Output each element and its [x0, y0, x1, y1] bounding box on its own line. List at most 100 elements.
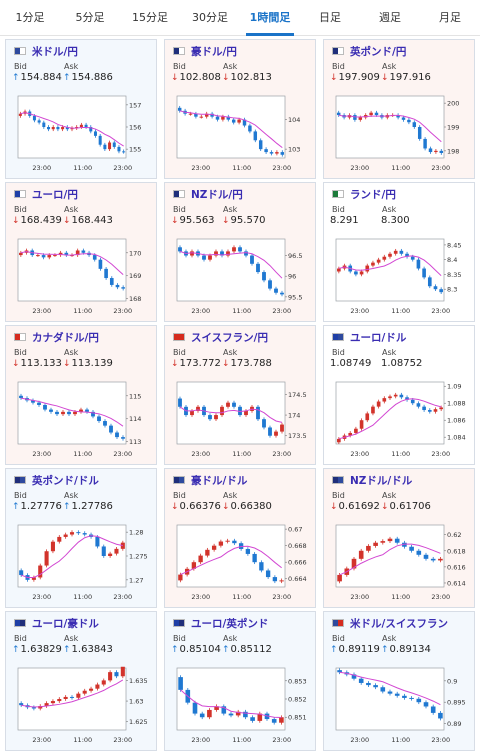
- x-tick-label: 23:00: [350, 164, 369, 172]
- flag-icon: [332, 47, 344, 55]
- tab-0[interactable]: 1分足: [15, 11, 45, 24]
- currency-card[interactable]: カナダドル/円 Bid Ask ↓113.133 ↓113.139 115 114 113 23…: [5, 325, 157, 465]
- tab-3[interactable]: 30分足: [192, 11, 228, 24]
- price-chart[interactable]: 174.5 174 173.5 23:00 11:00 23:00: [173, 378, 311, 460]
- pair-name[interactable]: 豪ドル/ドル: [191, 474, 248, 487]
- bid-label: Bid: [332, 491, 345, 500]
- tab-4[interactable]: 1時間足: [240, 0, 300, 36]
- candle-body: [258, 140, 263, 150]
- x-tick-label: 11:00: [391, 736, 410, 744]
- x-tick-label: 11:00: [391, 164, 410, 172]
- ask-value-text: 1.08752: [381, 358, 423, 369]
- price-chart[interactable]: 0.853 0.852 0.851 23:00 11:00 23:00: [173, 664, 311, 746]
- y-tick-label: 0.9: [447, 677, 457, 685]
- moving-average-line: [338, 398, 442, 440]
- currency-card[interactable]: 米ドル/円 Bid Ask ↑154.884 ↑154.886 157 156 155 23:0…: [5, 39, 157, 179]
- moving-average-line: [20, 112, 124, 147]
- bid-value-text: 0.89119: [338, 644, 380, 655]
- pair-name[interactable]: NZドル/円: [191, 188, 243, 201]
- candle-body: [19, 252, 23, 256]
- currency-card[interactable]: ランド/円 Bid Ask 8.291 8.300 8.45 8.4 8.35 8.3 23:00…: [323, 182, 475, 322]
- pair-name[interactable]: 豪ドル/円: [191, 45, 237, 58]
- pair-name[interactable]: 英ポンド/ドル: [32, 474, 99, 487]
- pair-name[interactable]: ランド/円: [350, 188, 396, 201]
- currency-card[interactable]: ユーロ/ドル Bid Ask 1.08749 1.08752 1.09 1.088 1.086…: [323, 325, 475, 465]
- bid-value-text: 113.133: [20, 358, 62, 369]
- candle-body: [38, 706, 43, 709]
- tab-1[interactable]: 5分足: [75, 11, 105, 24]
- price-chart[interactable]: 1.635 1.63 1.625 23:00 11:00 23:00: [14, 664, 152, 746]
- pair-name[interactable]: ユーロ/ドル: [350, 331, 407, 344]
- candle-body: [49, 409, 53, 412]
- price-chart[interactable]: 0.9 0.895 0.89 23:00 11:00 23:00: [332, 664, 470, 746]
- pair-name[interactable]: スイスフラン/円: [191, 331, 269, 344]
- currency-card[interactable]: スイスフラン/円 Bid Ask ↓173.772 ↓173.788 174.5 174 17…: [164, 325, 316, 465]
- price-chart[interactable]: 104 103 23:00 11:00 23:00: [173, 92, 311, 174]
- currency-card[interactable]: ユーロ/豪ドル Bid Ask ↑1.63829 ↑1.63843 1.635 1.63 1.…: [5, 611, 157, 751]
- bid-label: Bid: [332, 205, 345, 214]
- bid-value: ↓0.66376: [171, 501, 221, 512]
- currency-card[interactable]: 米ドル/スイスフラン Bid Ask ↑0.89119 ↑0.89134 0.9 0.895…: [323, 611, 475, 751]
- currency-card[interactable]: ユーロ/円 Bid Ask ↓168.439 ↓168.443 170 169 168 23:0…: [5, 182, 157, 322]
- price-chart[interactable]: 170 169 168 23:00 11:00 23:00: [14, 235, 152, 317]
- arrow-up-icon: ↑: [171, 645, 179, 655]
- candle-body: [44, 551, 49, 566]
- pair-name[interactable]: 米ドル/円: [32, 45, 78, 58]
- flag-icon: [332, 333, 344, 341]
- tab-5[interactable]: 日足: [319, 11, 341, 24]
- pair-name[interactable]: ユーロ/豪ドル: [32, 617, 99, 630]
- candlestick-chart: 1.09 1.088 1.086 1.084 23:00 11:00 23:00: [335, 381, 466, 458]
- candle-body: [376, 259, 381, 263]
- tab-6[interactable]: 週足: [379, 11, 401, 24]
- bid-label: Bid: [173, 205, 186, 214]
- arrow-down-icon: ↓: [381, 73, 389, 83]
- tab-7[interactable]: 月足: [439, 11, 461, 24]
- price-chart[interactable]: 157 156 155 23:00 11:00 23:00: [14, 92, 152, 174]
- candle-body: [434, 150, 438, 153]
- bid-label: Bid: [332, 62, 345, 71]
- currency-card[interactable]: ユーロ/英ポンド Bid Ask ↑0.85104 ↑0.85112 0.853 0.852…: [164, 611, 316, 751]
- pair-name[interactable]: ユーロ/円: [32, 188, 78, 201]
- price-chart[interactable]: 1.28 1.275 1.27 23:00 11:00 23:00: [14, 521, 152, 603]
- tab-2[interactable]: 15分足: [132, 11, 168, 24]
- ask-value: ↓0.66380: [222, 501, 272, 512]
- timeframe-tabs: 1分足 5分足 15分足 30分足 1時間足 日足 週足 月足: [0, 0, 480, 36]
- candle-body: [196, 406, 200, 411]
- bid-value-text: 168.439: [20, 215, 62, 226]
- pair-name[interactable]: ユーロ/英ポンド: [191, 617, 269, 630]
- candle-body: [416, 403, 421, 407]
- candle-body: [108, 142, 112, 150]
- currency-card[interactable]: NZドル/ドル Bid Ask ↓0.61692 ↓0.61706 0.62 0.618 0.…: [323, 468, 475, 608]
- x-tick-label: 23:00: [113, 593, 132, 601]
- currency-card[interactable]: NZドル/円 Bid Ask ↓95.563 ↓95.570 96.5 96 95.5 23:0…: [164, 182, 316, 322]
- currency-card[interactable]: 豪ドル/ドル Bid Ask ↓0.66376 ↓0.66380 0.67 0.668 0.6…: [164, 468, 316, 608]
- pair-name[interactable]: NZドル/ドル: [350, 474, 413, 487]
- candle-body: [218, 541, 224, 546]
- candlestick-chart: 96.5 96 95.5 23:00 11:00 23:00: [176, 238, 302, 315]
- ask-value: ↑154.886: [63, 72, 113, 83]
- price-chart[interactable]: 115 114 113 23:00 11:00 23:00: [14, 378, 152, 460]
- price-chart[interactable]: 96.5 96 95.5 23:00 11:00 23:00: [173, 235, 311, 317]
- price-chart[interactable]: 0.67 0.668 0.666 0.664 23:00 11:00 23:00: [173, 521, 311, 603]
- currency-card[interactable]: 豪ドル/円 Bid Ask ↓102.808 ↓102.813 104 103 23:00 11…: [164, 39, 316, 179]
- arrow-down-icon: ↓: [63, 216, 71, 226]
- candle-body: [55, 411, 59, 415]
- bid-value-text: 8.291: [330, 215, 359, 226]
- candle-body: [423, 702, 429, 707]
- candle-body: [399, 394, 404, 398]
- candle-body: [399, 250, 404, 254]
- price-chart[interactable]: 8.45 8.4 8.35 8.3 23:00 11:00 23:00: [332, 235, 470, 317]
- candle-body: [38, 565, 43, 578]
- currency-card[interactable]: 英ポンド/ドル Bid Ask ↑1.27776 ↑1.27786 1.28 1.275 1.…: [5, 468, 157, 608]
- price-chart[interactable]: 200 199 198 23:00 11:00 23:00: [332, 92, 470, 174]
- bid-value-text: 0.66376: [179, 501, 221, 512]
- currency-card[interactable]: 英ポンド/円 Bid Ask ↓197.909 ↓197.916 200 199 198 23:…: [323, 39, 475, 179]
- y-tick-label: 1.084: [447, 434, 466, 442]
- pair-name[interactable]: カナダドル/円: [32, 331, 99, 344]
- price-chart[interactable]: 1.09 1.088 1.086 1.084 23:00 11:00 23:00: [332, 378, 470, 460]
- pair-name[interactable]: 米ドル/スイスフラン: [350, 617, 449, 630]
- pair-name[interactable]: 英ポンド/円: [350, 45, 407, 58]
- bid-value-text: 0.85104: [179, 644, 221, 655]
- candle-body: [64, 252, 69, 256]
- price-chart[interactable]: 0.62 0.618 0.616 0.614 23:00 11:00 23:00: [332, 521, 470, 603]
